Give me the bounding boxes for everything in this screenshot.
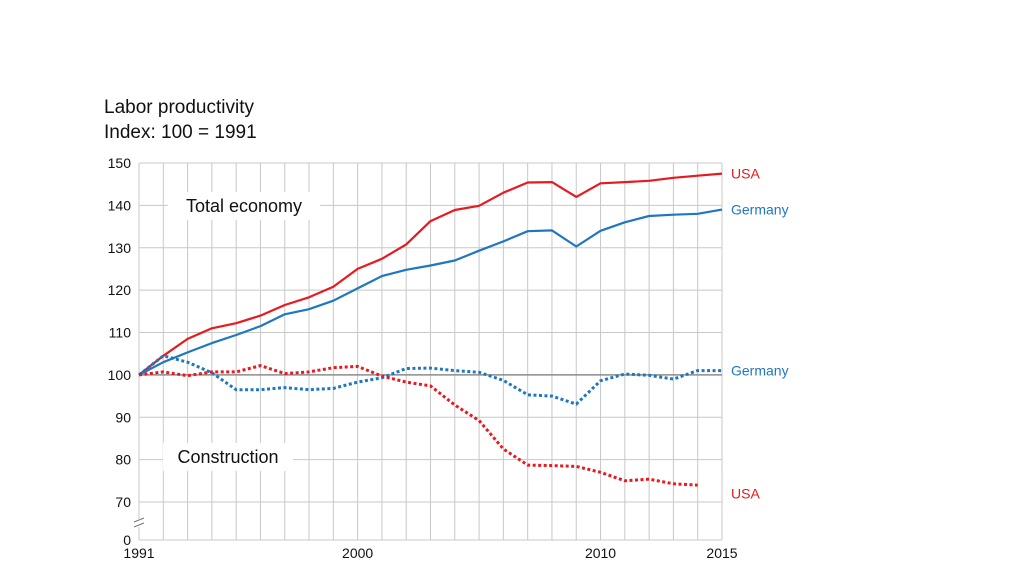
series-label-germany: Germany — [731, 363, 789, 379]
annotation-background — [163, 443, 293, 471]
y-tick-label: 140 — [108, 197, 132, 213]
y-tick-label: 100 — [108, 367, 132, 383]
series-line-germany-total-economy — [138, 208, 723, 376]
series-line-usa-total-economy — [138, 172, 723, 376]
chart-subtitle: Index: 100 = 1991 — [104, 122, 257, 143]
x-tick-label: 2010 — [585, 545, 616, 561]
series-labels: USA Germany Germany USA — [731, 166, 789, 502]
y-tick-label: 150 — [108, 155, 132, 171]
chart-title: Labor productivity — [104, 97, 254, 118]
axis-break-gap — [133, 519, 147, 527]
series-line-germany-construction — [138, 354, 722, 406]
y-tick-label: 90 — [115, 409, 131, 425]
series-lines — [138, 172, 723, 487]
annotation-construction: Construction — [177, 447, 278, 467]
x-tick-label: 2000 — [342, 545, 373, 561]
series-label-germany: Germany — [731, 202, 789, 218]
y-tick-label: 130 — [108, 240, 132, 256]
tick-labels: 0 70 80 90 100 110 120 130 140 150 1991 2000 2010 201… — [108, 155, 738, 561]
y-tick-label: 0 — [123, 532, 131, 548]
series-label-usa: USA — [731, 166, 760, 182]
x-tick-label: 2015 — [706, 545, 737, 561]
annotation-total-economy: Total economy — [186, 196, 302, 216]
series-line-usa-construction — [138, 364, 698, 487]
y-tick-label: 110 — [109, 325, 132, 341]
axis-break-mark — [133, 522, 145, 528]
annotation-background — [168, 192, 320, 220]
series-label-usa: USA — [731, 486, 760, 502]
y-tick-label: 70 — [115, 494, 131, 510]
chart-title-block: Labor productivity Index: 100 = 1991 — [104, 95, 257, 145]
annotations: Total economy Construction — [163, 192, 320, 471]
y-tick-label: 80 — [115, 452, 131, 468]
axis-break-mark — [133, 517, 145, 523]
x-tick-label: 1991 — [123, 545, 154, 561]
y-tick-label: 120 — [108, 282, 132, 298]
